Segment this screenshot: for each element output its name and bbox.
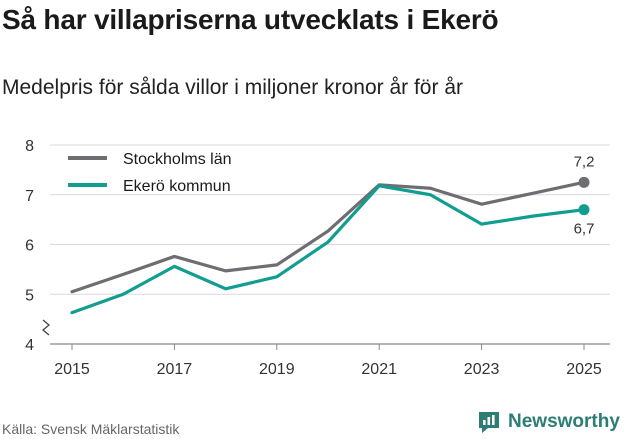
x-tick-label: 2017 [157, 361, 193, 378]
chart-subtitle: Medelpris för sålda villor i miljoner kr… [2, 76, 463, 99]
y-tick-label: 6 [25, 238, 34, 255]
y-tick-label: 4 [25, 337, 34, 354]
source-note: Källa: Svensk Mäklarstatistik [2, 421, 180, 437]
y-tick-label: 8 [25, 138, 34, 155]
x-tick-label: 2023 [464, 361, 500, 378]
series-end-point [578, 176, 590, 188]
series-line-stockholm [70, 180, 586, 294]
x-tick-label: 2025 [566, 361, 602, 378]
series-end-label: 6,7 [574, 221, 595, 238]
x-tick-label: 2019 [259, 361, 295, 378]
y-tick-label: 5 [25, 287, 34, 304]
legend-label: Ekerö kommun [123, 178, 231, 195]
legend-label: Stockholms län [123, 151, 232, 168]
newsworthy-logo: Newsworthy [476, 409, 620, 435]
axis-break-icon [41, 319, 51, 336]
x-tick-label: 2015 [54, 361, 90, 378]
y-tick-label: 7 [25, 188, 34, 205]
chart-title: Så har villapriserna utvecklats i Ekerö [2, 4, 499, 35]
series-end-point [578, 204, 590, 216]
series-end-label: 7,2 [574, 153, 595, 170]
x-tick-label: 2021 [361, 361, 397, 378]
series-line-ekero [70, 184, 586, 315]
newsworthy-logo-icon [479, 412, 499, 433]
brand-name: Newsworthy [508, 411, 620, 432]
